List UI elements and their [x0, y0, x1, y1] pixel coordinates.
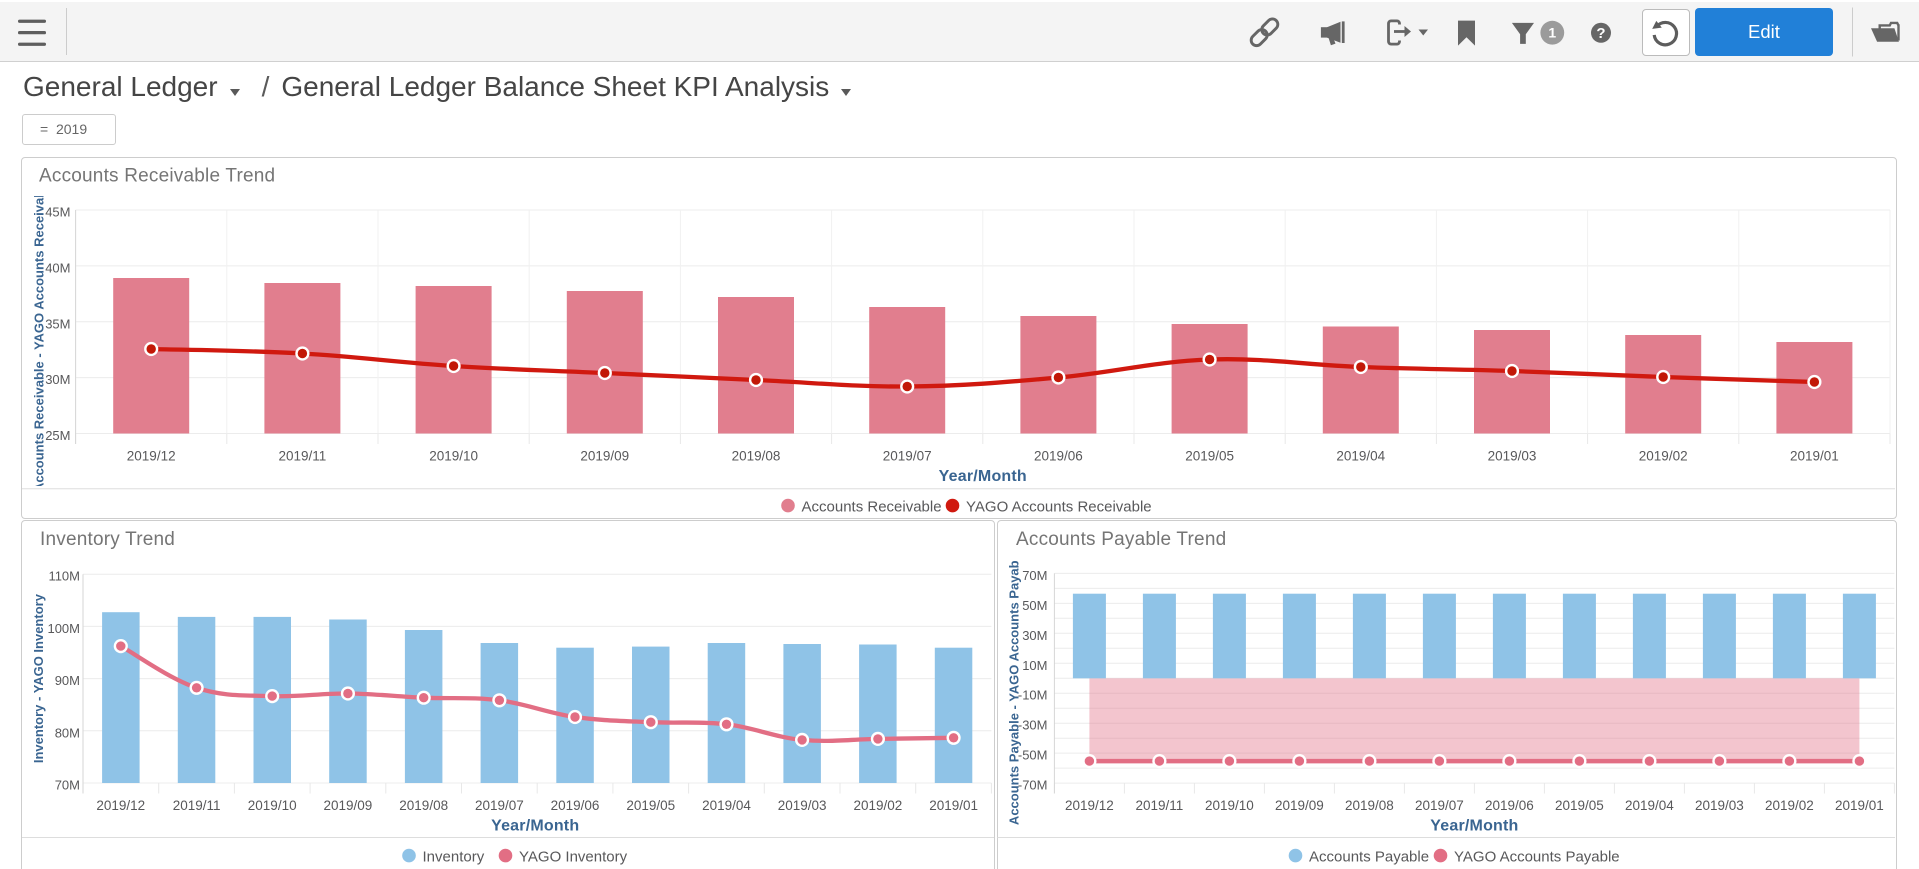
svg-text:2019/05: 2019/05 — [626, 798, 675, 813]
svg-text:-10M: -10M — [1018, 688, 1048, 703]
svg-text:70M: 70M — [1022, 568, 1047, 583]
svg-text:1: 1 — [1548, 25, 1556, 41]
svg-text:2019/10: 2019/10 — [1205, 798, 1254, 813]
svg-text:Accounts Receivable - YAGO Acc: Accounts Receivable - YAGO Accounts Rece… — [32, 179, 47, 492]
svg-text:2019/01: 2019/01 — [1790, 449, 1839, 464]
svg-text:100M: 100M — [47, 621, 80, 636]
svg-text:10M: 10M — [1022, 658, 1047, 673]
svg-text:50M: 50M — [1022, 598, 1047, 613]
svg-text:2019/08: 2019/08 — [1345, 798, 1394, 813]
svg-text:YAGO Accounts Payable: YAGO Accounts Payable — [1454, 849, 1620, 866]
svg-text:2019/07: 2019/07 — [883, 449, 932, 464]
svg-text:Inventory Trend: Inventory Trend — [40, 529, 175, 550]
svg-text:2019/08: 2019/08 — [732, 449, 781, 464]
svg-text:45M: 45M — [45, 205, 70, 220]
svg-text:Accounts Receivable: Accounts Receivable — [802, 499, 942, 516]
svg-text:2019/08: 2019/08 — [399, 798, 448, 813]
svg-text:2019/11: 2019/11 — [173, 798, 221, 813]
svg-text:30M: 30M — [1022, 628, 1047, 643]
svg-text:2019/02: 2019/02 — [1765, 798, 1814, 813]
svg-text:2019/03: 2019/03 — [1488, 449, 1537, 464]
svg-text:2019/01: 2019/01 — [929, 798, 978, 813]
svg-text:2019/07: 2019/07 — [475, 798, 524, 813]
svg-text:Year/Month: Year/Month — [491, 818, 579, 835]
svg-text:2019/12: 2019/12 — [127, 449, 176, 464]
svg-text:2019/01: 2019/01 — [1835, 798, 1884, 813]
svg-text:2019/04: 2019/04 — [702, 798, 751, 813]
svg-text:-30M: -30M — [1018, 718, 1048, 733]
svg-text:2019/06: 2019/06 — [551, 798, 600, 813]
svg-text:Year/Month: Year/Month — [1430, 818, 1518, 835]
svg-text:Inventory - YAGO Inventory: Inventory - YAGO Inventory — [31, 593, 46, 763]
svg-text:Accounts Payable - YAGO Accoun: Accounts Payable - YAGO Accounts Payable — [1007, 550, 1022, 826]
svg-text:90M: 90M — [55, 673, 80, 688]
svg-text:2019/11: 2019/11 — [1135, 798, 1183, 813]
svg-text:2019/10: 2019/10 — [248, 798, 297, 813]
svg-text:25M: 25M — [45, 428, 70, 443]
svg-text:YAGO Inventory: YAGO Inventory — [519, 849, 628, 866]
svg-text:2019/09: 2019/09 — [580, 449, 629, 464]
svg-text:2019/04: 2019/04 — [1336, 449, 1385, 464]
svg-text:2019/02: 2019/02 — [1639, 449, 1688, 464]
svg-text:2019/04: 2019/04 — [1625, 798, 1674, 813]
svg-text:2019/11: 2019/11 — [278, 449, 326, 464]
svg-text:2019/09: 2019/09 — [1275, 798, 1324, 813]
svg-text:40M: 40M — [45, 260, 70, 275]
svg-text:-70M: -70M — [1018, 778, 1048, 793]
svg-text:2019/09: 2019/09 — [323, 798, 372, 813]
svg-text:2019/10: 2019/10 — [429, 449, 478, 464]
svg-text:2019/03: 2019/03 — [1695, 798, 1744, 813]
svg-text:2019/12: 2019/12 — [96, 798, 145, 813]
svg-text:?: ? — [1596, 25, 1605, 42]
svg-text:Accounts Payable Trend: Accounts Payable Trend — [1016, 529, 1226, 550]
svg-text:2019/05: 2019/05 — [1555, 798, 1604, 813]
svg-text:2019/06: 2019/06 — [1034, 449, 1083, 464]
svg-text:-50M: -50M — [1018, 748, 1048, 763]
svg-text:Accounts Receivable Trend: Accounts Receivable Trend — [39, 166, 275, 187]
svg-text:2019/07: 2019/07 — [1415, 798, 1464, 813]
svg-text:70M: 70M — [55, 778, 80, 793]
svg-text:2019/03: 2019/03 — [778, 798, 827, 813]
svg-text:2019/12: 2019/12 — [1065, 798, 1114, 813]
svg-text:Year/Month: Year/Month — [939, 468, 1027, 485]
svg-text:2019/05: 2019/05 — [1185, 449, 1234, 464]
svg-text:Inventory: Inventory — [423, 849, 485, 866]
svg-text:80M: 80M — [55, 725, 80, 740]
svg-text:35M: 35M — [45, 316, 70, 331]
svg-text:2019/02: 2019/02 — [853, 798, 902, 813]
svg-text:110M: 110M — [48, 569, 80, 584]
svg-text:30M: 30M — [45, 372, 70, 387]
svg-text:2019/06: 2019/06 — [1485, 798, 1534, 813]
svg-text:YAGO Accounts Receivable: YAGO Accounts Receivable — [966, 499, 1152, 516]
svg-text:Accounts Payable: Accounts Payable — [1309, 849, 1429, 866]
